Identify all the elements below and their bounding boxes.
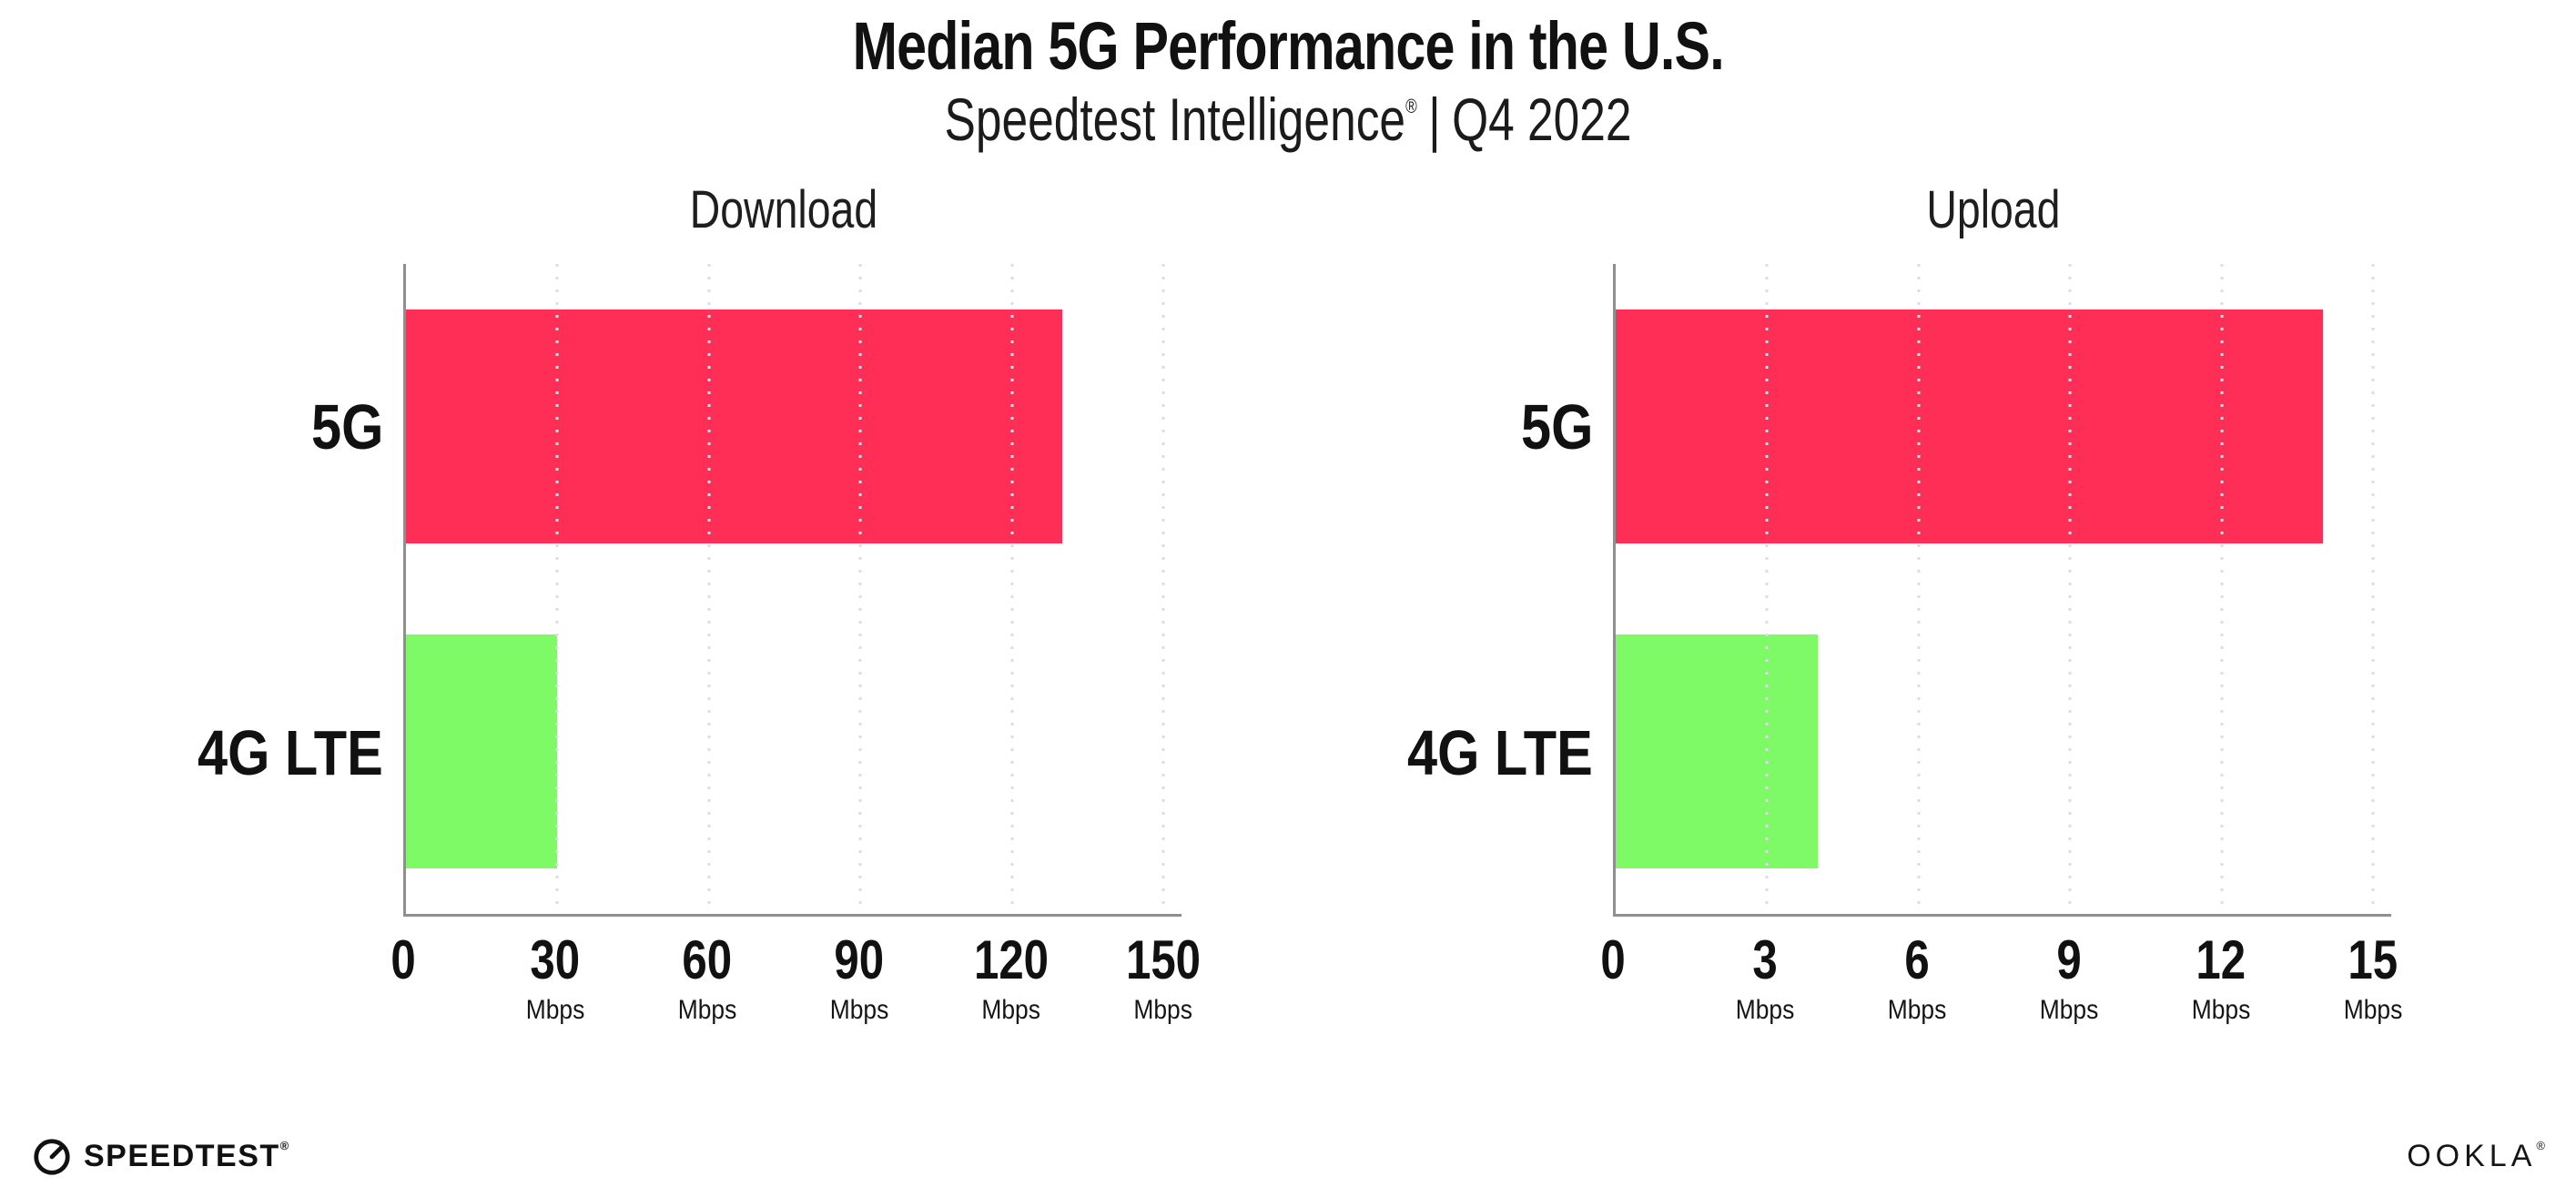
upload-plot-area (1613, 263, 2391, 917)
subtitle-separator: | (1428, 85, 1441, 153)
x-tick-150: 150 Mbps (1118, 928, 1209, 1026)
x-tick-120: 120 Mbps (966, 928, 1057, 1026)
subtitle-brand: Speedtest Intelligence (944, 85, 1406, 153)
download-category-labels: 5G 4G LTE (130, 264, 403, 917)
x-tick-value: 6 (1904, 928, 1930, 990)
category-label-4g-lte: 4G LTE (198, 717, 383, 789)
x-tick-3: 3 Mbps (1731, 928, 1798, 1026)
x-tick-9: 9 Mbps (2035, 928, 2102, 1026)
ookla-logo: OOKLA® (2407, 1139, 2545, 1174)
x-tick-value: 12 (2196, 928, 2246, 990)
x-tick-value: 15 (2348, 928, 2399, 990)
upload-x-axis-ticks: 0 3 Mbps 6 Mbps 9 Mbps 12 Mbps 15 Mbps (1600, 928, 2402, 1079)
speedtest-trademark-icon: ® (279, 1138, 289, 1152)
gridline-3 (1765, 263, 1769, 914)
bar-4g-lte (406, 634, 558, 868)
gridline-150 (1161, 263, 1165, 914)
gridline-6 (1917, 263, 1921, 914)
x-tick-unit: Mbps (1735, 994, 1795, 1025)
category-label-5g: 5G (1520, 391, 1593, 462)
download-chart-title: Download (689, 179, 877, 239)
x-tick-value: 30 (530, 928, 581, 990)
x-tick-value: 9 (2056, 928, 2082, 990)
x-tick-0: 0 (1597, 928, 1628, 990)
x-tick-0: 0 (388, 928, 418, 990)
download-chart: Download 5G 4G LTE 0 30 Mbps 60 Mbps 90 Mbps 120… (130, 179, 1201, 1079)
x-tick-value: 0 (1600, 928, 1626, 990)
gridline-90 (858, 263, 862, 914)
gridline-9 (2068, 263, 2072, 914)
gridline-30 (555, 263, 559, 914)
x-tick-30: 30 Mbps (522, 928, 588, 1026)
gridline-60 (707, 263, 711, 914)
x-tick-unit: Mbps (981, 994, 1041, 1025)
download-plot-wrap: 0 30 Mbps 60 Mbps 90 Mbps 120 Mbps 150 Mbps (390, 263, 1201, 1079)
x-tick-unit: Mbps (525, 994, 585, 1025)
category-label-5g: 5G (310, 391, 383, 462)
upload-category-labels: 5G 4G LTE (1340, 264, 1613, 917)
x-tick-90: 90 Mbps (826, 928, 892, 1026)
gridline-12 (2220, 263, 2224, 914)
x-tick-unit: Mbps (2343, 994, 2403, 1025)
x-tick-value: 120 (973, 928, 1050, 990)
ookla-logo-text: OOKLA (2407, 1138, 2537, 1173)
page-title: Median 5G Performance in the U.S. (852, 8, 1724, 84)
bar-4g-lte (1616, 634, 1818, 868)
x-tick-12: 12 Mbps (2187, 928, 2254, 1026)
x-tick-value: 3 (1752, 928, 1778, 990)
x-tick-value: 0 (390, 928, 416, 990)
upload-chart-body: 5G 4G LTE 0 3 Mbps 6 Mbps 9 Mbps 12 Mbps 15 Mbps (1340, 263, 2402, 1079)
speedtest-logo: SPEEDTEST® (31, 1135, 289, 1177)
upload-chart: Upload 5G 4G LTE 0 3 Mbps 6 Mbps 9 Mbps 12 Mbps 15… (1340, 179, 2402, 1079)
x-tick-60: 60 Mbps (674, 928, 740, 1026)
x-tick-15: 15 Mbps (2339, 928, 2406, 1026)
x-tick-unit: Mbps (829, 994, 889, 1025)
gridline-15 (2371, 263, 2375, 914)
bar-5g (1616, 309, 2323, 543)
download-chart-body: 5G 4G LTE 0 30 Mbps 60 Mbps 90 Mbps 120 Mbps 150 Mb… (130, 263, 1201, 1079)
x-tick-unit: Mbps (1133, 994, 1193, 1025)
x-tick-unit: Mbps (1887, 994, 1947, 1025)
x-tick-unit: Mbps (2039, 994, 2099, 1025)
category-label-4g-lte: 4G LTE (1407, 717, 1593, 789)
registered-trademark-icon: ® (1405, 94, 1417, 117)
speedtest-gauge-icon (34, 1139, 70, 1175)
x-tick-unit: Mbps (677, 994, 737, 1025)
x-tick-value: 60 (682, 928, 733, 990)
subtitle-period: Q4 2022 (1452, 85, 1632, 153)
ookla-trademark-icon: ® (2536, 1138, 2545, 1152)
gridline-120 (1010, 263, 1014, 914)
x-tick-value: 90 (834, 928, 885, 990)
header: Median 5G Performance in the U.S. Speedt… (0, 0, 2576, 149)
download-x-axis-ticks: 0 30 Mbps 60 Mbps 90 Mbps 120 Mbps 150 Mbps (390, 928, 1201, 1079)
x-tick-value: 150 (1125, 928, 1202, 990)
footer: SPEEDTEST® OOKLA® (0, 1135, 2576, 1177)
bar-5g (406, 309, 1063, 543)
page-subtitle: Speedtest Intelligence® | Q4 2022 (0, 89, 2576, 149)
speedtest-logo-text: SPEEDTEST® (84, 1138, 289, 1173)
charts-row: Download 5G 4G LTE 0 30 Mbps 60 Mbps 90 Mbps 120… (130, 179, 2576, 1079)
upload-chart-title: Upload (1925, 179, 2061, 239)
download-plot-area (403, 263, 1182, 917)
x-tick-unit: Mbps (2191, 994, 2251, 1025)
x-tick-6: 6 Mbps (1883, 928, 1950, 1026)
upload-plot-wrap: 0 3 Mbps 6 Mbps 9 Mbps 12 Mbps 15 Mbps (1600, 263, 2402, 1079)
